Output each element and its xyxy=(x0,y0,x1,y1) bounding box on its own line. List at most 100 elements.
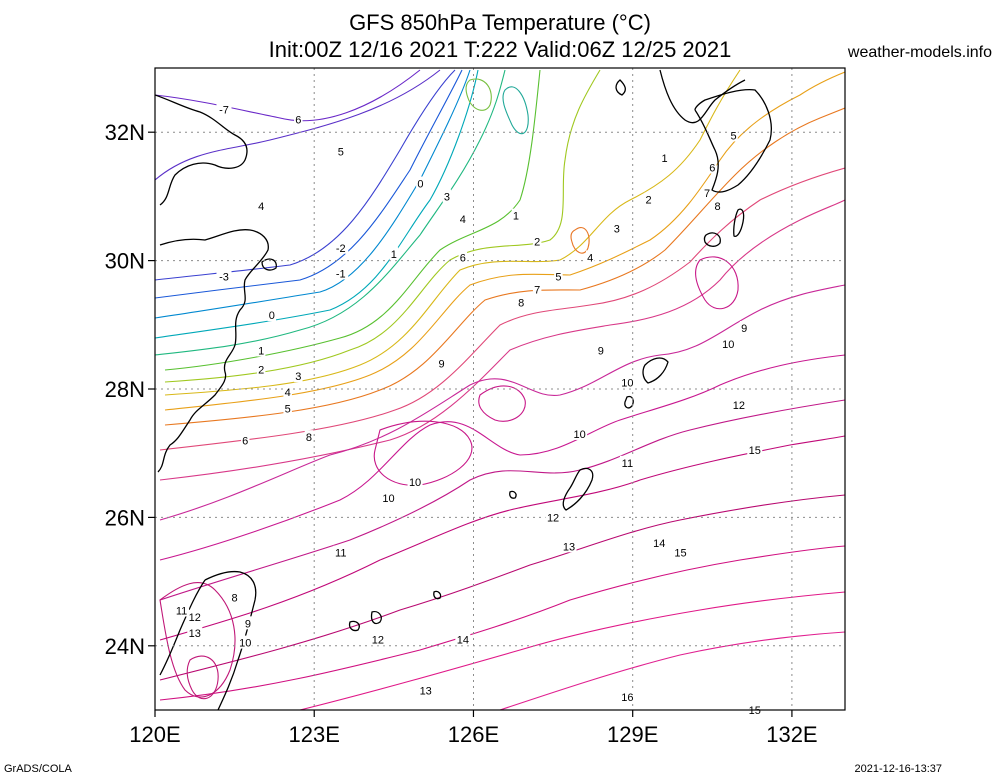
contour-label: 10 xyxy=(409,477,421,489)
contour-line xyxy=(373,420,473,486)
contour-label: 8 xyxy=(715,201,721,213)
contour-label-bg xyxy=(418,683,434,697)
contour-label-bg xyxy=(187,609,203,623)
contour-label: 11 xyxy=(622,458,633,470)
contour-label-bg xyxy=(458,211,468,225)
contour-label: 6 xyxy=(295,114,301,126)
contour-label-bg xyxy=(660,150,669,164)
contour-label-bg xyxy=(747,442,763,456)
coastline-kyushu xyxy=(694,89,772,193)
contour-label: 10 xyxy=(722,339,734,351)
contour-label-bg xyxy=(713,199,722,213)
contour-label: 10 xyxy=(382,493,394,505)
contour-line xyxy=(159,494,845,681)
lat-tick-label: 24N xyxy=(105,634,145,659)
contour-label-bg xyxy=(389,247,399,261)
contour-label-bg xyxy=(612,221,622,235)
contour-label-bg xyxy=(256,343,266,357)
contour-line xyxy=(478,385,526,422)
contour-line xyxy=(155,69,479,339)
contour-label-bg xyxy=(619,690,635,704)
contour-label-bg xyxy=(619,455,635,469)
contour-label: 5 xyxy=(338,146,344,158)
contour-label-bg xyxy=(256,362,266,376)
coastline-korea xyxy=(615,69,746,124)
contour-label: 13 xyxy=(420,686,432,698)
contour-line xyxy=(155,69,463,299)
contour-label: 9 xyxy=(598,345,604,357)
contour-label: 9 xyxy=(741,323,747,335)
contour-label-bg xyxy=(294,112,303,126)
contour-label: 5 xyxy=(555,272,561,284)
contour-label-bg xyxy=(739,321,749,335)
contour-label: 13 xyxy=(563,541,575,553)
contour-label: 10 xyxy=(621,378,633,390)
lat-tick-label: 28N xyxy=(105,377,145,402)
contour-label: 0 xyxy=(417,179,423,191)
contour-label-bg xyxy=(532,282,542,296)
lon-tick-label: 120E xyxy=(129,722,180,747)
lat-tick-label: 32N xyxy=(105,120,145,145)
contour-label: 16 xyxy=(621,692,633,704)
contour-label: 12 xyxy=(733,400,745,412)
contour-label: 2 xyxy=(534,236,540,248)
contour-line xyxy=(159,167,845,451)
contour-line xyxy=(155,69,506,356)
contour-line xyxy=(159,354,845,561)
contour-label: 6 xyxy=(460,252,466,264)
coastline-china xyxy=(155,94,269,473)
contour-label-bg xyxy=(294,369,303,383)
contour-label-bg xyxy=(572,426,588,440)
lat-tick-label: 26N xyxy=(105,505,145,530)
contour-label: 2 xyxy=(646,195,652,207)
lon-tick-label: 123E xyxy=(289,722,340,747)
contour-label-bg xyxy=(243,616,253,630)
contour-label-bg xyxy=(304,430,314,444)
contour-label: 8 xyxy=(232,593,238,605)
contour-label-bg xyxy=(333,545,349,559)
map-subtitle: Init:00Z 12/16 2021 T:222 Valid:06Z 12/2… xyxy=(268,37,732,62)
contour-label-bg xyxy=(216,102,232,116)
contour-label: 1 xyxy=(513,211,519,223)
contour-line xyxy=(570,227,590,254)
contour-label: 6 xyxy=(709,163,715,175)
contour-label: 7 xyxy=(704,188,710,200)
contour-line xyxy=(164,69,541,371)
contour-label-bg xyxy=(237,635,253,649)
contour-label: 13 xyxy=(189,628,201,640)
contour-label: 11 xyxy=(335,548,346,560)
lat-lon-grid xyxy=(155,68,845,710)
contour-label-bg xyxy=(585,250,595,264)
contour-label-bg xyxy=(619,375,635,389)
island-tokuno xyxy=(624,395,634,409)
site-credit: weather-models.info xyxy=(847,44,992,61)
contour-label-bg xyxy=(708,160,717,174)
contour-label-bg xyxy=(545,510,561,524)
contour-label-bg xyxy=(458,250,468,264)
contour-label: 9 xyxy=(439,358,445,370)
longitude-axis: 120E 123E 126E 129E 132E xyxy=(129,710,818,747)
contour-label-bg xyxy=(240,433,250,447)
contour-label: 4 xyxy=(460,214,466,226)
contour-line xyxy=(186,655,219,700)
contour-label-bg xyxy=(651,536,667,550)
contour-label-bg xyxy=(702,186,712,200)
contour-label-bg xyxy=(731,398,747,412)
island-kume xyxy=(509,490,517,499)
island-okinawa xyxy=(562,467,594,511)
contour-label-bg xyxy=(442,189,452,203)
contour-label-bg xyxy=(596,343,606,357)
latitude-axis: 32N 30N 28N 26N 24N xyxy=(105,120,155,659)
contour-line xyxy=(159,545,845,701)
contour-label: 1 xyxy=(391,249,397,261)
contour-label: 8 xyxy=(518,297,524,309)
contour-label-bg xyxy=(720,337,736,351)
contour-label-bg xyxy=(729,128,738,142)
contour-line xyxy=(164,69,741,396)
contour-label-bg xyxy=(554,269,563,283)
contour-label: 15 xyxy=(749,445,761,457)
contour-line xyxy=(159,435,845,641)
contour-label-bg xyxy=(416,176,425,190)
contour-label-bg xyxy=(174,603,190,617)
contour-label-bg xyxy=(267,308,277,322)
